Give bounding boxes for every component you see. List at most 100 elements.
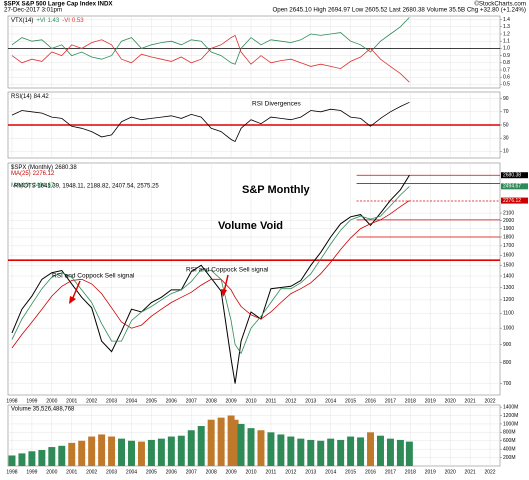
legend-entry: $SPX (Monthly) bbox=[11, 165, 53, 171]
y-tick-label: 0.6 bbox=[503, 75, 510, 81]
x-tick-label: 2009 bbox=[226, 469, 237, 475]
volume-bar bbox=[377, 435, 384, 466]
y-tick-label: 0.9 bbox=[503, 53, 510, 59]
volume-bar bbox=[187, 430, 195, 466]
y-tick-label: 1.3 bbox=[503, 24, 510, 30]
x-tick-label: 2011 bbox=[266, 398, 277, 404]
quote: Open 2645.10 High 2694.97 Low 2605.52 La… bbox=[272, 7, 526, 14]
series-line bbox=[11, 186, 410, 355]
y-tick-label: 1700 bbox=[503, 243, 514, 249]
annotation: S&P Monthly bbox=[242, 184, 311, 196]
y-tick-label: 50 bbox=[503, 122, 509, 128]
y-tick-label: 200M bbox=[503, 455, 516, 461]
x-tick-label: 2010 bbox=[245, 469, 256, 475]
volume-bar bbox=[277, 434, 285, 466]
arrow-head bbox=[69, 296, 76, 304]
y-tick-label: 0.7 bbox=[503, 67, 510, 73]
symbol: $SPX S&P 500 Large Cap Index INDX bbox=[4, 1, 113, 8]
x-tick-label: 2012 bbox=[285, 469, 296, 475]
y-tick-label: 2000 bbox=[503, 218, 514, 224]
x-tick-label: 2011 bbox=[266, 469, 277, 475]
legend-title: VTX(14) bbox=[11, 18, 33, 24]
volume-bar bbox=[267, 432, 275, 466]
x-tick-label: 2013 bbox=[305, 398, 316, 404]
volume-bar bbox=[231, 419, 239, 466]
series-line bbox=[11, 34, 410, 83]
x-tick-label: 1999 bbox=[26, 469, 37, 475]
volume-bar bbox=[257, 430, 265, 466]
volume-bar bbox=[98, 434, 106, 466]
x-tick-label: 2005 bbox=[146, 469, 157, 475]
x-tick-label: 1998 bbox=[6, 398, 17, 404]
last-value-box bbox=[501, 183, 528, 190]
y-tick-label: 700 bbox=[503, 381, 512, 387]
x-tick-label: 2019 bbox=[425, 398, 436, 404]
legend: MA(25) 2276.12 bbox=[11, 171, 55, 177]
volume-bar bbox=[128, 440, 135, 466]
volume-bar bbox=[197, 426, 205, 466]
y-tick-label: 400M bbox=[503, 447, 516, 453]
x-tick-label: 1999 bbox=[26, 398, 37, 404]
legend: VTX(14) +VI 1.43 -VI 0.53 bbox=[11, 18, 84, 24]
y-tick-label: 800M bbox=[503, 430, 516, 436]
volume-bar bbox=[386, 438, 394, 466]
x-tick-label: 2008 bbox=[206, 469, 217, 475]
volume-bar bbox=[405, 441, 413, 466]
series-line bbox=[11, 101, 410, 143]
arrow-head bbox=[221, 289, 227, 297]
annotation: Volume Void bbox=[218, 220, 283, 232]
legend-value: 2276.12 bbox=[33, 171, 55, 177]
volume-bar bbox=[337, 439, 345, 466]
volume-bar bbox=[227, 415, 235, 466]
x-tick-label: 2000 bbox=[46, 398, 57, 404]
series-line bbox=[11, 174, 410, 384]
y-tick-label: 1300 bbox=[503, 285, 514, 291]
x-tick-label: 2017 bbox=[385, 398, 396, 404]
volume-bar bbox=[18, 453, 26, 466]
y-tick-label: 1.4 bbox=[503, 17, 510, 23]
x-tick-label: 2019 bbox=[425, 469, 436, 475]
y-tick-label: 1900 bbox=[503, 226, 514, 232]
y-tick-label: 1600 bbox=[503, 253, 514, 259]
legend-value: 2680.38 bbox=[55, 165, 77, 171]
y-tick-label: 1.2 bbox=[503, 31, 510, 37]
volume-bar bbox=[88, 436, 96, 466]
volume-bar bbox=[357, 437, 365, 466]
volume-bar bbox=[28, 451, 36, 466]
legend-entry: -VI bbox=[62, 18, 70, 24]
date: 27-Dec-2017 3:01pm bbox=[4, 7, 62, 14]
legend-entry: MA(25) bbox=[11, 171, 31, 177]
volume-bar bbox=[237, 423, 245, 466]
arrow bbox=[223, 274, 229, 293]
x-tick-label: 2006 bbox=[166, 398, 177, 404]
annotation: RSI and Coppock Sell signal bbox=[52, 273, 135, 280]
panel-frame bbox=[7, 162, 501, 396]
x-tick-label: 2014 bbox=[325, 469, 336, 475]
y-tick-label: 0.5 bbox=[503, 82, 510, 88]
x-tick-label: 2002 bbox=[86, 469, 97, 475]
y-tick-label: 1200 bbox=[503, 297, 514, 303]
legend: $SPX (Monthly) 2680.38 bbox=[11, 165, 77, 171]
y-tick-label: 1000M bbox=[503, 421, 518, 427]
y-tick-label: 1000 bbox=[503, 325, 514, 331]
x-tick-label: 2001 bbox=[66, 469, 77, 475]
volume-bar bbox=[317, 440, 325, 466]
x-tick-label: 2021 bbox=[465, 398, 476, 404]
volume-bar bbox=[396, 439, 404, 466]
last-value-box bbox=[501, 172, 528, 179]
x-tick-label: 2010 bbox=[245, 398, 256, 404]
series-line bbox=[11, 17, 410, 65]
x-tick-label: 2015 bbox=[345, 398, 356, 404]
arrow bbox=[71, 280, 81, 301]
volume-bar bbox=[68, 442, 76, 466]
x-tick-label: 2021 bbox=[465, 469, 476, 475]
x-tick-label: 2022 bbox=[484, 398, 495, 404]
volume-bar bbox=[167, 436, 175, 466]
volume-bar bbox=[78, 440, 86, 466]
volume-bar bbox=[327, 438, 335, 466]
y-tick-label: 0.8 bbox=[503, 60, 510, 66]
x-tick-label: 2020 bbox=[445, 398, 456, 404]
y-tick-label: 1400M bbox=[503, 404, 518, 410]
annotation: RSI Divergences bbox=[252, 101, 302, 108]
